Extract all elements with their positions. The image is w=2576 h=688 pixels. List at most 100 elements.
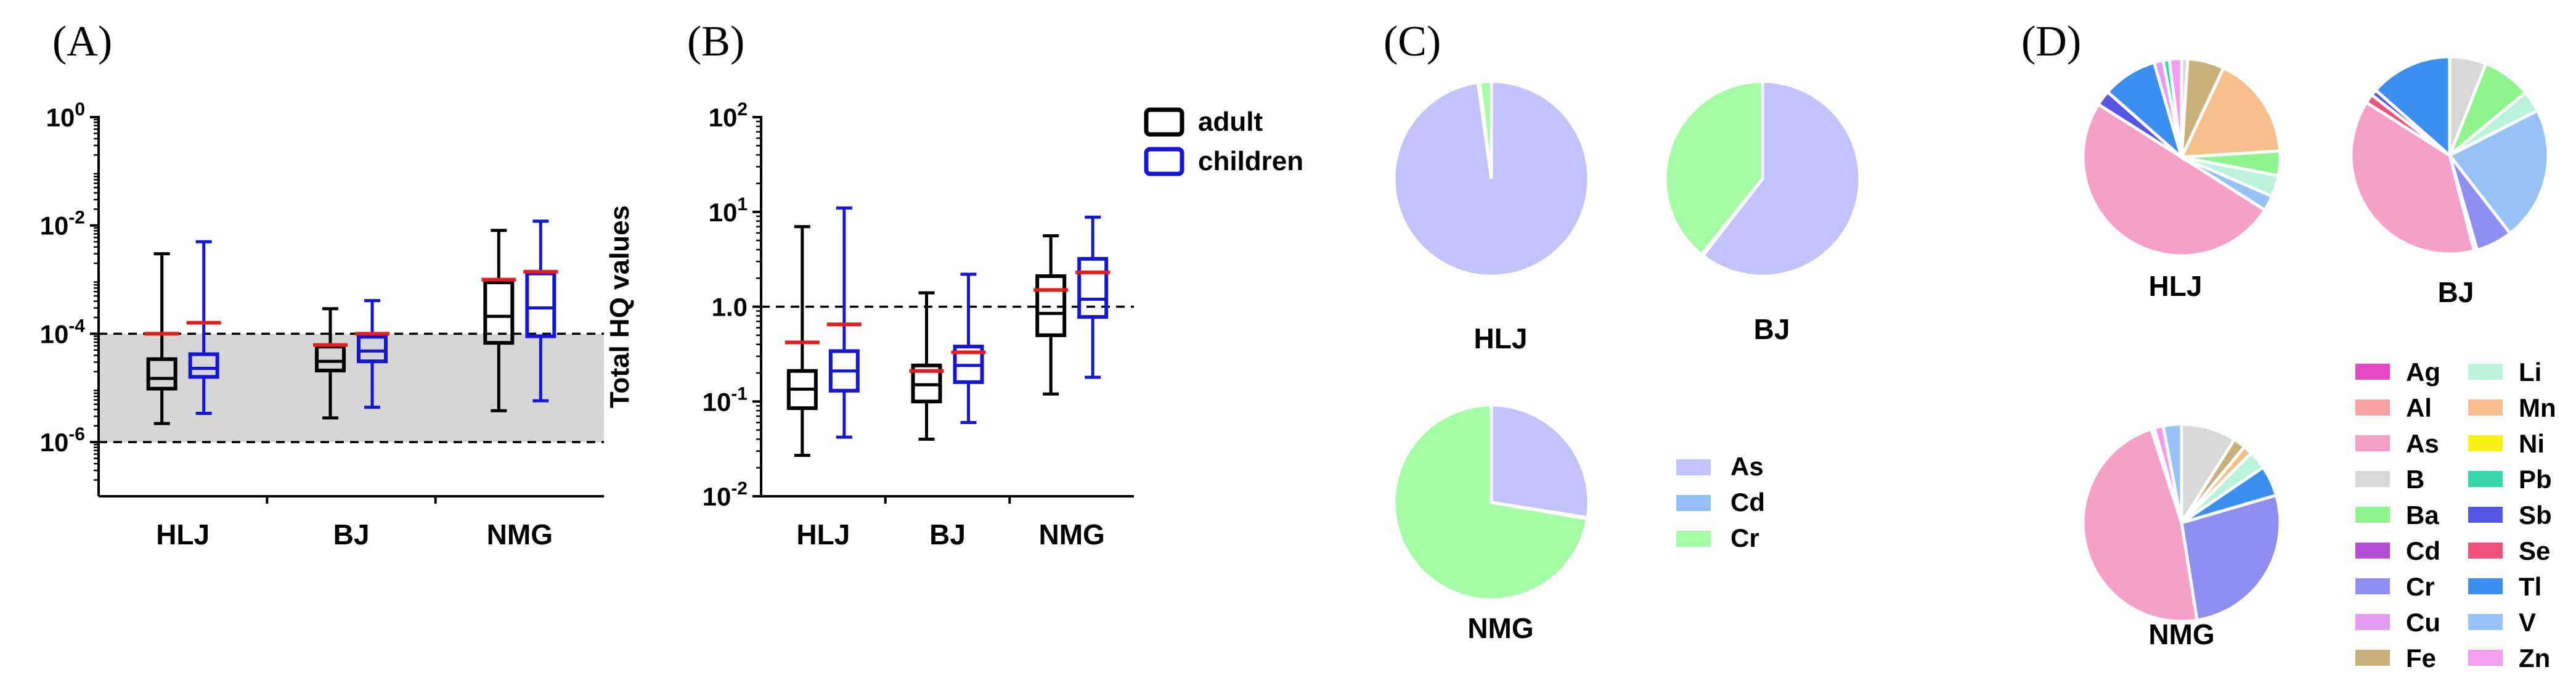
pie-title: BJ [1754, 313, 1790, 345]
pie-title: BJ [2438, 276, 2474, 308]
legend-label: Cd [1730, 488, 1765, 517]
legend-label: Pb [2519, 465, 2552, 494]
pie-slice-As [1700, 80, 1862, 278]
legend-label: V [2519, 608, 2536, 637]
panel-c-pies: HLJ BJ NMG As Cd Cr [1392, 80, 1862, 644]
legend-swatch-Pb [2468, 471, 2503, 487]
legend-label: Fe [2406, 644, 2436, 673]
pie-slice-Cr [1663, 80, 1764, 257]
tick-base: 10 [703, 387, 732, 416]
legend-swatch-As [1676, 459, 1711, 475]
box-iqr-adult [483, 281, 515, 345]
legend-label: B [2406, 465, 2424, 494]
x-category-label: HLJ [156, 518, 210, 551]
tick-exponent: 2 [737, 99, 748, 120]
y-tick-label: 10-6 [40, 424, 85, 457]
legend-swatch-Ag [2355, 364, 2390, 380]
box-iqr-children [188, 352, 219, 379]
legend-swatch-Sb [2468, 507, 2503, 523]
box-iqr-adult [1035, 274, 1067, 337]
y-tick-label: 10-2 [703, 478, 748, 511]
tick-base: 10 [703, 482, 732, 511]
legend-label: Ba [2406, 501, 2439, 530]
pie-title: NMG [1467, 612, 1533, 644]
y-tick-label: 101 [709, 194, 748, 227]
legend-label: Ni [2519, 429, 2545, 458]
legend-swatch-Al [2355, 399, 2390, 416]
legend-label: Ag [2406, 358, 2440, 387]
box-iqr-adult [146, 357, 177, 391]
tick-exponent: -2 [68, 208, 85, 228]
legend-label: children [1198, 146, 1303, 176]
tick-base: 10 [40, 428, 69, 457]
legend-swatch-Cr [1676, 531, 1711, 547]
tick-exponent: -4 [68, 316, 85, 336]
x-category-label: BJ [333, 518, 370, 551]
legend-label: Cu [2406, 608, 2440, 637]
tick-base: 10 [709, 198, 738, 227]
legend-label: Cr [1730, 523, 1759, 552]
legend-swatch-Li [2468, 364, 2503, 380]
panel-label-c: (C) [1384, 18, 1441, 65]
legend-label: Cd [2406, 536, 2440, 565]
pie-slice-As [1490, 403, 1591, 520]
y-tick-label: 10-1 [703, 383, 748, 416]
acceptable-risk-band [99, 334, 604, 443]
pie-slice-Zn [2167, 57, 2183, 158]
pie-title: HLJ [2149, 270, 2203, 302]
legend-label: Li [2519, 358, 2541, 387]
y-tick-label: 1.0 [712, 293, 748, 322]
legend-swatch-B [2355, 471, 2390, 487]
legend-swatch-children [1144, 147, 1184, 176]
legend-swatch-V [2468, 614, 2503, 630]
tick-exponent: -2 [731, 478, 748, 499]
legend-swatch-Ba [2355, 507, 2390, 523]
panel-label-d: (D) [2021, 18, 2081, 65]
legend-swatch-Cd [2355, 543, 2390, 559]
pie-slice-V [2447, 108, 2550, 235]
box-iqr-children [357, 335, 388, 364]
legend-label: Zn [2519, 644, 2550, 673]
tick-exponent: 0 [75, 99, 85, 120]
legend-swatch-Ni [2468, 435, 2503, 451]
legend-label: Sb [2519, 501, 2552, 530]
legend-swatch-Cu [2355, 614, 2390, 630]
x-category-label: NMG [487, 518, 553, 551]
legend-label: Mn [2519, 393, 2556, 422]
tick-exponent: -1 [731, 383, 748, 404]
panel-label-b: (B) [687, 18, 744, 65]
box-iqr-children [525, 271, 556, 338]
pie-slice-V [2161, 422, 2183, 523]
legend-swatch-Cd [1676, 495, 1711, 511]
legend-swatch-adult [1144, 107, 1184, 137]
pie-title: NMG [2148, 618, 2214, 650]
pie-slice-Cr [1392, 403, 1589, 602]
x-category-label: BJ [929, 518, 966, 551]
y-axis-title: Total HQ values [605, 205, 635, 408]
y-tick-label: 10-2 [40, 208, 85, 240]
legend-swatch-Fe [2355, 650, 2390, 666]
pie-slice-Tl [2373, 55, 2452, 159]
y-tick-label: 10-4 [40, 316, 86, 348]
tick-exponent: 1 [737, 194, 748, 215]
legend-label: Se [2519, 536, 2550, 565]
legend-swatch-Tl [2468, 578, 2503, 594]
pie-slice-As [2081, 427, 2199, 623]
pie-slice-As [2349, 100, 2476, 256]
y-tick-label: 102 [709, 99, 748, 132]
pie-slice-Mn [2179, 65, 2282, 159]
y-tick-label: 100 [46, 99, 85, 132]
tick-base: 10 [46, 103, 75, 132]
pie-slice-As [2082, 102, 2267, 257]
pie-title: HLJ [1474, 322, 1528, 354]
panel-label-a: (A) [52, 18, 112, 65]
tick-base: 1.0 [712, 293, 748, 322]
tick-exponent: -6 [68, 424, 85, 444]
legend-swatch-Se [2468, 543, 2503, 559]
x-category-label: NMG [1039, 518, 1105, 551]
tick-base: 10 [40, 211, 69, 240]
pie-slice-Cr [2180, 493, 2282, 622]
legend-label: adult [1198, 107, 1263, 137]
